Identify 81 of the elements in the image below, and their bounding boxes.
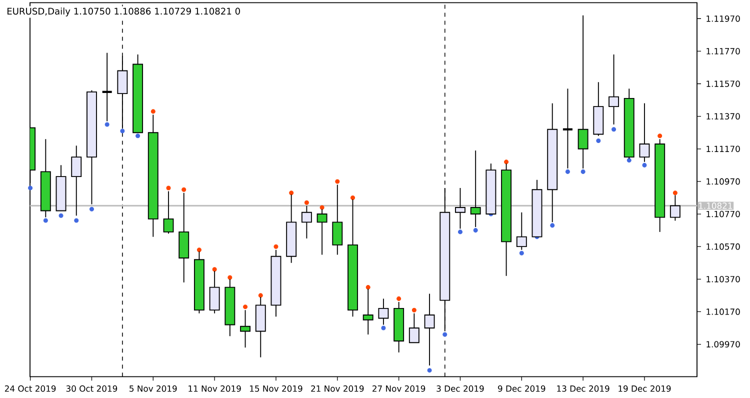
- point: [43, 218, 48, 223]
- point: [212, 267, 217, 272]
- point: [104, 122, 110, 127]
- x-tick-label: 27 Nov 2019: [372, 385, 426, 392]
- x-tick-label: 21 Nov 2019: [311, 385, 364, 392]
- point: [580, 169, 586, 174]
- y-tick-label: 1.11370: [706, 113, 740, 120]
- point: [320, 205, 324, 210]
- candlestick: [424, 293, 435, 366]
- point: [565, 169, 570, 174]
- point: [243, 304, 248, 310]
- x-tick-label: 11 Nov 2019: [188, 385, 241, 392]
- y-tick-label: 1.09970: [706, 341, 740, 348]
- x-tick-label: 3 Dec 2019: [436, 385, 484, 392]
- point: [396, 296, 402, 301]
- point: [550, 223, 555, 228]
- x-tick-label: 15 Nov 2019: [250, 385, 302, 392]
- text: EURUSD,Daily 1.10750 1.10886 1.10729 1.10821 0: [8, 8, 240, 16]
- point: [596, 138, 601, 144]
- point: [412, 308, 416, 312]
- x-tick-label: 13 Dec 2019: [557, 385, 610, 392]
- point: [166, 186, 171, 190]
- point: [350, 195, 356, 200]
- x-tick-label: 19 Dec 2019: [618, 385, 671, 392]
- point: [442, 332, 448, 337]
- candlestick: [562, 88, 574, 169]
- candlestick: [578, 14, 588, 169]
- point: [335, 179, 340, 184]
- point: [58, 213, 64, 218]
- candlestick: [455, 188, 466, 230]
- point: [74, 218, 79, 223]
- y-tick-label: 1.11970: [706, 15, 740, 22]
- point: [28, 186, 33, 190]
- y-tick-label: 1.11770: [706, 48, 740, 54]
- point: [626, 158, 632, 163]
- point: [519, 250, 524, 256]
- point: [258, 293, 263, 298]
- point: [228, 275, 232, 280]
- x-tick-label: 30 Oct 2019: [66, 385, 118, 392]
- y-tick-label: 1.11170: [706, 146, 740, 152]
- candlestick: [516, 212, 527, 250]
- y-tick-label: 1.10970: [706, 178, 740, 185]
- point: [182, 187, 186, 192]
- point: [381, 326, 386, 330]
- point: [427, 368, 432, 373]
- point: [289, 190, 294, 196]
- point: [120, 128, 125, 134]
- point: [612, 127, 616, 132]
- candlestick: [101, 52, 113, 122]
- x-tick-label: 9 Dec 2019: [498, 385, 546, 392]
- point: [473, 228, 478, 233]
- candlestick: [332, 184, 343, 256]
- candlestick: [71, 145, 82, 216]
- point: [196, 248, 202, 252]
- y-tick-label: 1.10570: [706, 243, 740, 250]
- y-tick-label: 1.10370: [706, 276, 740, 282]
- point: [136, 134, 140, 138]
- point: [458, 230, 463, 234]
- point: [89, 206, 94, 212]
- point: [304, 200, 309, 205]
- candlestick: [408, 312, 420, 344]
- candlestick: [470, 150, 481, 228]
- point: [658, 134, 662, 138]
- candlestick: [163, 190, 174, 234]
- y-tick-label: 1.11570: [706, 80, 740, 87]
- candlestick: [301, 205, 312, 239]
- ref-line-label: 1.10821: [698, 202, 732, 209]
- y-tick-label: 1.10770: [706, 210, 740, 218]
- y-tick-label: 1.10170: [706, 308, 740, 315]
- point: [274, 244, 278, 249]
- point: [672, 190, 678, 196]
- candlestick: [240, 310, 251, 348]
- point: [366, 285, 370, 290]
- candlestick: [608, 54, 620, 125]
- point: [504, 160, 509, 164]
- x-tick-label: 5 Nov 2019: [130, 385, 177, 392]
- candlestick: [378, 298, 389, 326]
- candlestick: [639, 102, 650, 162]
- point: [150, 109, 156, 114]
- x-tick-label: 24 Oct 2019: [4, 385, 56, 392]
- point: [642, 162, 647, 168]
